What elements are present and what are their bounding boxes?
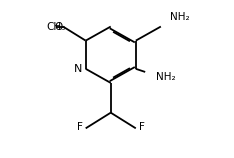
Text: F: F (77, 122, 83, 132)
Text: F: F (139, 122, 145, 132)
Text: NH₂: NH₂ (156, 72, 176, 82)
Text: NH₂: NH₂ (170, 12, 190, 22)
Text: N: N (73, 64, 82, 74)
Text: O: O (54, 21, 62, 32)
Text: CH₃: CH₃ (47, 21, 66, 32)
